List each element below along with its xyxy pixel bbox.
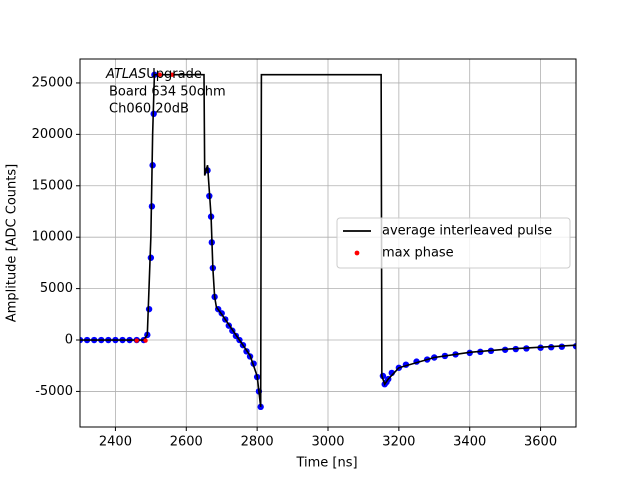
plot-frame xyxy=(79,58,577,428)
y-tick-label: 25000 xyxy=(32,75,73,90)
annotation-text: Upgrade xyxy=(146,67,202,82)
x-tick-label: 2600 xyxy=(170,435,203,450)
annotation: ATLASUpgrade xyxy=(105,67,202,82)
x-tick-label: 3400 xyxy=(453,435,486,450)
annotation-line: Ch060 20dB xyxy=(109,102,189,117)
plot xyxy=(80,71,576,411)
x-tick-label: 3000 xyxy=(311,435,344,450)
annotation-line: Board 634 50ohm xyxy=(109,85,226,100)
y-tick-label: -5000 xyxy=(35,384,73,399)
y-tick-label: 15000 xyxy=(32,178,73,193)
line xyxy=(80,73,576,407)
annotation-italic: ATLAS xyxy=(105,67,146,82)
y-tick-label: 0 xyxy=(65,333,73,348)
legend-swatch xyxy=(354,250,360,256)
y-tick-label: 5000 xyxy=(40,281,73,296)
max-phase-point xyxy=(157,72,162,77)
x-tick-label: 2400 xyxy=(99,435,132,450)
max-phase-point xyxy=(134,338,139,343)
x-tick-label: 2800 xyxy=(241,435,274,450)
y-tick-label: 20000 xyxy=(32,127,73,142)
x-tick-label: 3200 xyxy=(382,435,415,450)
legend-label: average interleaved pulse xyxy=(382,224,552,239)
x-axis-label: Time [ns] xyxy=(295,456,357,471)
legend-box xyxy=(336,217,571,269)
max-phase-point xyxy=(143,338,148,343)
legend-label: max phase xyxy=(382,246,454,261)
y-tick-label: 10000 xyxy=(32,230,73,245)
x-tick-label: 3600 xyxy=(524,435,557,450)
max-phase-point xyxy=(169,72,175,77)
y-axis-label: Amplitude [ADC Counts] xyxy=(5,164,20,322)
